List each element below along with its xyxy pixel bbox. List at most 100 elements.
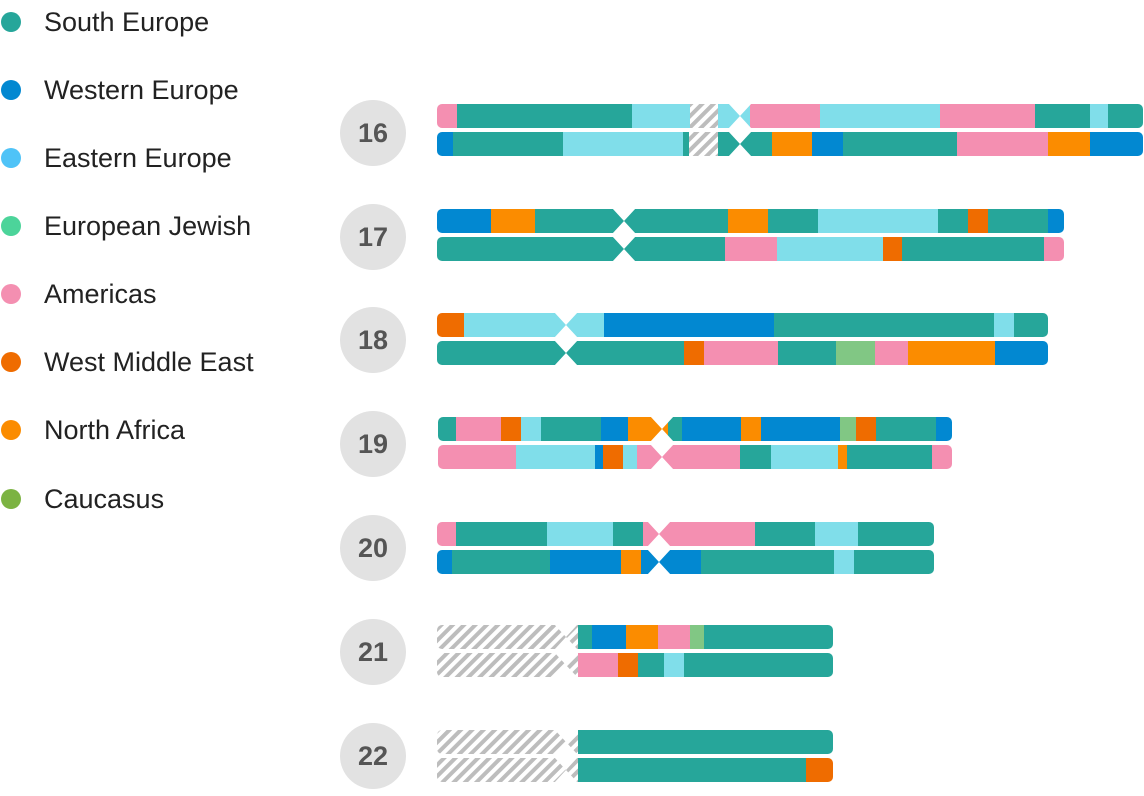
ancestry-segment: [464, 313, 605, 337]
centromere-notch: [554, 665, 578, 678]
ancestry-segment: [637, 445, 741, 469]
chromosome-17-strand-2: [437, 237, 1064, 261]
legend-label: South Europe: [44, 6, 210, 37]
ancestry-segment: [818, 209, 939, 233]
centromere-notch: [554, 729, 578, 742]
centromere-notch: [554, 637, 578, 650]
legend-label: Caucasus: [44, 483, 165, 514]
chromosome-19-strand-2: [438, 445, 952, 469]
legend-item-caucasus: Caucasus: [0, 479, 300, 519]
chromosome-21-strand-1: [437, 625, 833, 649]
chromosome-number: 20: [357, 532, 389, 563]
chromosome-19-strand-1: [438, 417, 952, 441]
ancestry-segment: [547, 522, 614, 546]
no-data-segment: [437, 653, 579, 677]
ancestry-segment: [938, 209, 969, 233]
chromosome-number: 21: [357, 636, 389, 667]
ancestry-segment: [684, 341, 705, 365]
ancestry-segment: [875, 341, 909, 365]
chromosome-22-strand-2: [437, 758, 833, 782]
ancestry-segment: [883, 237, 903, 261]
ancestry-segment: [578, 758, 807, 782]
ancestry-segment: [1090, 132, 1143, 156]
ancestry-segment: [456, 417, 502, 441]
centromere-notch: [647, 521, 671, 534]
centromere-notch: [612, 249, 636, 262]
ancestry-segment: [806, 758, 833, 782]
ancestry-segment: [437, 209, 492, 233]
centromere-notch: [728, 131, 752, 144]
ancestry-segment: [601, 417, 629, 441]
caucasus-dot-icon: [1, 489, 21, 509]
legend-label: West Middle East: [44, 346, 254, 377]
ancestry-segment: [684, 653, 833, 677]
ancestry-segment: [908, 341, 996, 365]
ancestry-segment: [836, 341, 876, 365]
ancestry-segment: [457, 104, 633, 128]
ancestry-segment: [664, 653, 685, 677]
americas-dot-icon: [1, 284, 21, 304]
legend-item-north-africa: North Africa: [0, 410, 300, 450]
chromosome-badge: 16: [340, 100, 406, 166]
ancestry-segment: [834, 550, 855, 574]
ancestry-segment: [847, 445, 933, 469]
ancestry-segment: [437, 522, 457, 546]
legend-item-western-europe: Western Europe: [0, 70, 300, 110]
ancestry-segment: [578, 625, 593, 649]
european-jewish-dot-icon: [1, 216, 21, 236]
ancestry-segment: [453, 132, 564, 156]
chromosome-21-strand-2: [437, 653, 833, 677]
ancestry-segment: [472, 237, 726, 261]
ancestry-segment: [578, 730, 833, 754]
legend-item-eastern-europe: Eastern Europe: [0, 138, 300, 178]
chromosome-number: 22: [357, 740, 389, 771]
ancestry-segment: [1044, 237, 1064, 261]
ancestry-segment: [682, 417, 742, 441]
centromere-notch: [650, 457, 674, 470]
no-data-segment: [437, 625, 579, 649]
ancestry-segment: [840, 417, 857, 441]
ancestry-segment: [437, 104, 458, 128]
legend-item-european-jewish: European Jewish: [0, 206, 300, 246]
ancestry-segment: [755, 522, 816, 546]
ancestry-segment: [623, 445, 638, 469]
ancestry-segment: [563, 132, 684, 156]
centromere-notch: [554, 312, 578, 325]
centromere-notch: [612, 236, 636, 249]
centromere-notch: [554, 340, 578, 353]
centromere-notch: [650, 416, 674, 429]
ancestry-segment: [876, 417, 937, 441]
eastern-europe-dot-icon: [1, 148, 21, 168]
ancestry-segment: [613, 522, 644, 546]
ancestry-segment: [740, 445, 772, 469]
ancestry-segment: [777, 237, 884, 261]
legend-label: North Africa: [44, 414, 186, 445]
chromosome-18-strand-2: [437, 341, 1048, 365]
centromere-notch: [728, 144, 752, 157]
chromosome-16-strand-1: [437, 104, 1143, 128]
centromere-notch: [728, 116, 752, 129]
centromere-notch: [554, 624, 578, 637]
legend-label: Americas: [44, 278, 157, 309]
chromosome-20-strand-2: [437, 550, 934, 574]
ancestry-segment: [1048, 132, 1091, 156]
north-africa-dot-icon: [1, 420, 21, 440]
chromosome-badge: 18: [340, 307, 406, 373]
chromosome-number: 18: [357, 324, 389, 355]
centromere-notch: [650, 444, 674, 457]
ancestry-segment: [741, 417, 762, 441]
ancestry-segment: [603, 445, 624, 469]
legend-label: Eastern Europe: [44, 142, 232, 173]
centromere-notch: [650, 429, 674, 442]
legend-label: European Jewish: [44, 210, 252, 241]
ancestry-segment: [761, 417, 841, 441]
legend-item-south-europe: South Europe: [0, 2, 300, 42]
centromere-notch: [612, 221, 636, 234]
ancestry-segment: [854, 550, 934, 574]
centromere-notch: [554, 742, 578, 755]
ancestry-segment: [456, 522, 548, 546]
ancestry-segment: [778, 341, 837, 365]
ancestry-segment: [658, 625, 691, 649]
